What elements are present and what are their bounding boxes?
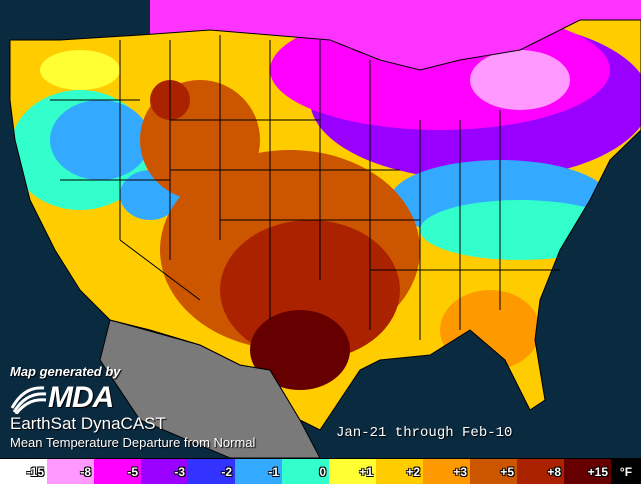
- mda-logo: MDA: [8, 381, 138, 415]
- legend-bin: -2: [188, 459, 235, 484]
- generated-by-caption: Map generated by: [10, 364, 121, 379]
- legend-bin: +8: [517, 459, 564, 484]
- state-borders: [9, 19, 641, 431]
- legend-bin: -1: [235, 459, 282, 484]
- legend-bin: -8: [47, 459, 94, 484]
- product-description: Mean Temperature Departure from Normal: [10, 435, 256, 450]
- swirl-icon: [10, 386, 47, 415]
- legend-bin: 0: [282, 459, 329, 484]
- legend-bin: -5: [94, 459, 141, 484]
- legend-bin: +15: [564, 459, 611, 484]
- forecast-period: Jan-21 through Feb-10: [336, 425, 513, 441]
- color-legend: -15 -8 -5 -3 -2 -1 0 +1 +2 +3 +5 +8 +15 …: [0, 458, 641, 484]
- product-name: EarthSat DynaCAST: [10, 414, 166, 433]
- legend-bin: +5: [470, 459, 517, 484]
- legend-unit: °F: [611, 459, 641, 484]
- legend-bin: +2: [376, 459, 423, 484]
- logo-text: MDA: [48, 381, 114, 414]
- map-canvas: [9, 0, 641, 458]
- canada-landmass: [150, 0, 641, 70]
- legend-bin: -15: [0, 459, 47, 484]
- legend-bin: +3: [423, 459, 470, 484]
- legend-bin: +1: [329, 459, 376, 484]
- legend-bin: -3: [141, 459, 188, 484]
